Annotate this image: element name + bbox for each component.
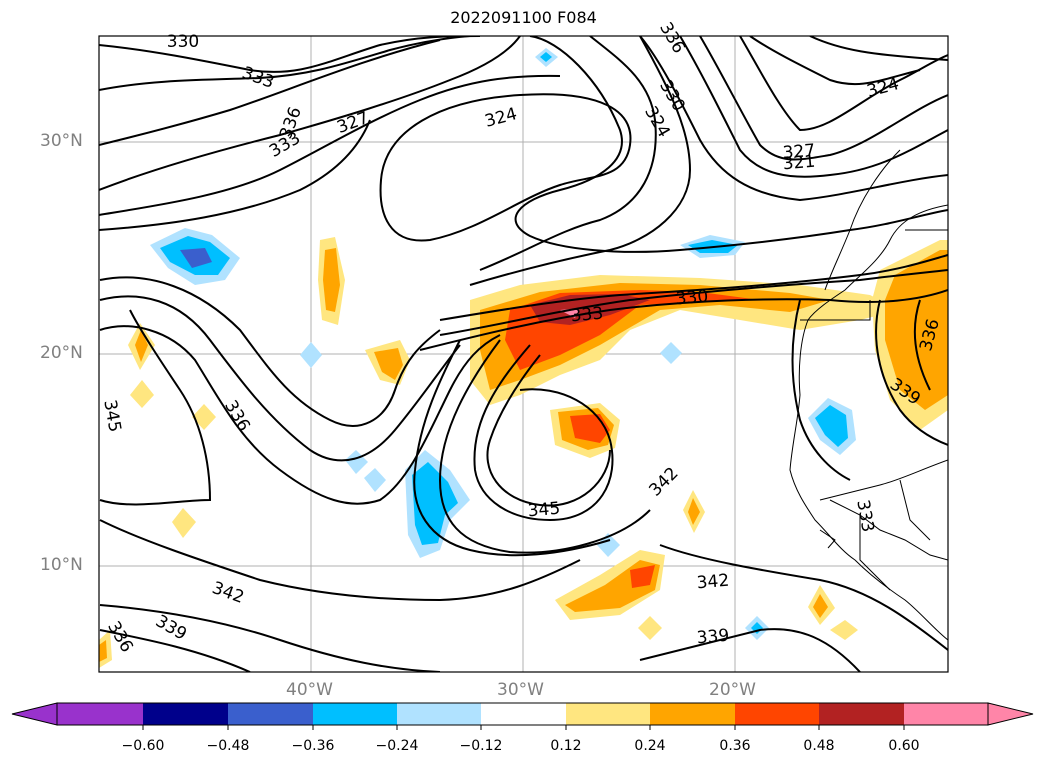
colorbar-frame [56,702,989,726]
colorbar-segment [57,703,143,725]
colorbar-extend-high [987,702,1034,726]
positive-anomaly-spot [688,498,700,525]
negative-anomaly-spot [364,468,386,492]
contour-label: 330 [674,286,710,310]
positive-anomaly-spot [192,404,216,430]
negative-anomaly-spot [540,52,552,62]
lat-label-20n: 20°N [40,343,83,363]
positive-anomaly-spot [638,616,662,640]
contour-label: 321 [781,151,817,175]
positive-anomaly-spot [135,330,148,362]
colorbar-tick-label: 0.12 [550,738,582,754]
lat-label-30n: 30°N [40,131,83,151]
colorbar-tick-label: −0.24 [375,738,419,754]
lon-label-40w: 40°W [286,680,333,700]
contour-label: 333 [569,303,605,327]
lon-label-30w: 30°W [497,680,544,700]
colorbar-tick-label: −0.12 [459,738,503,754]
positive-anomaly-spot [813,594,828,618]
negative-anomaly-spot [345,450,368,474]
colorbar-segment [735,703,819,725]
positive-anomaly-south-inner [630,565,655,588]
colorbar-tick-label: −0.60 [121,738,165,754]
positive-anomaly-spot [323,248,340,312]
colorbar-tick-label: 0.60 [888,738,920,754]
contour-label: 339 [695,625,731,649]
map-frame [98,35,949,673]
colorbar-segment [819,703,904,725]
colorbar-segment [313,703,397,725]
coastline [789,149,948,641]
negative-anomaly-spot [412,462,458,545]
colorbar-segment [397,703,481,725]
negative-anomaly-spot [815,405,848,447]
contour-label: 330 [166,32,200,52]
colorbar-segment [228,703,313,725]
colorbar-tick-label: 0.48 [803,738,835,754]
map-title: 2022091100 F084 [450,8,597,27]
colorbar-segment [650,703,735,725]
positive-anomaly-spot [172,508,196,538]
colorbar-segment [481,703,566,725]
colorbar-segment [143,703,228,725]
colorbar-tick-label: −0.48 [206,738,250,754]
negative-anomaly-spot [300,342,322,368]
positive-anomaly-spot [830,620,858,640]
colorbar-segment [566,703,650,725]
colorbar-tick-label: 0.24 [634,738,666,754]
positive-anomaly-east-core [885,250,948,410]
positive-anomaly-spot [130,380,154,408]
contour-label: 345 [526,498,562,522]
lon-label-20w: 20°W [709,680,756,700]
contour-label: 342 [695,570,731,594]
negative-anomaly-spot [660,342,682,364]
lat-label-10n: 10°N [40,555,83,575]
colorbar-segment [904,703,988,725]
negative-anomaly-spot [180,248,212,268]
colorbar-extend-low [11,702,58,726]
positive-anomaly-spot [99,640,107,662]
colorbar [11,702,1034,730]
colorbar-tick-label: 0.36 [719,738,751,754]
colorbar-tick-label: −0.36 [291,738,335,754]
positive-anomaly-spot [374,348,403,380]
theta-e-contours [99,36,948,672]
